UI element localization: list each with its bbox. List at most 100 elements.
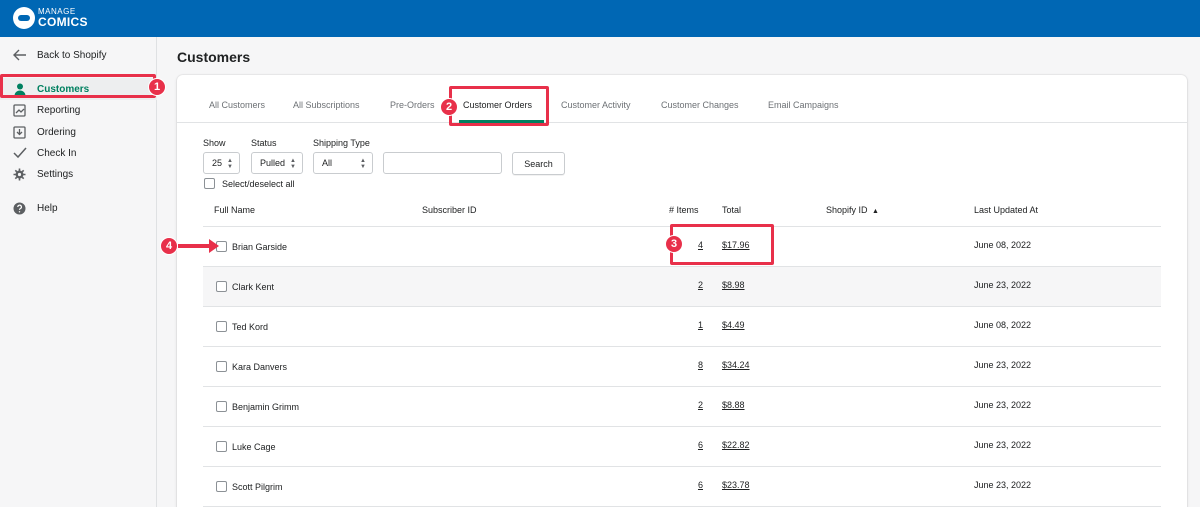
customer-name: Brian Garside	[232, 242, 288, 252]
shipping-type-label: Shipping Type	[313, 138, 370, 148]
total-link[interactable]: $23.78	[722, 480, 750, 490]
items-count-link[interactable]: 6	[697, 480, 703, 490]
annotation-badge-2: 2	[440, 98, 458, 116]
annotation-highlight-customer-orders-tab	[449, 86, 549, 126]
last-updated-date: June 23, 2022	[974, 400, 1032, 410]
total-link[interactable]: $17.96	[722, 240, 750, 250]
show-select-value: 25	[212, 158, 223, 168]
person-icon	[12, 82, 27, 97]
customer-name: Clark Kent	[232, 282, 275, 292]
sidebar-item-label: Reporting	[37, 104, 81, 116]
items-count-link[interactable]: 8	[697, 360, 703, 370]
row-checkbox[interactable]	[216, 441, 227, 452]
customers-card: All Customers All Subscriptions Pre-Orde…	[177, 75, 1187, 507]
last-updated-date: June 08, 2022	[974, 320, 1032, 330]
customer-name: Benjamin Grimm	[232, 402, 300, 412]
column-header-shopify-id[interactable]: Shopify ID ▲	[826, 205, 879, 215]
customer-name: Kara Danvers	[232, 362, 288, 372]
annotation-badge-3: 3	[665, 235, 683, 253]
top-bar: MANAGE COMICS	[0, 0, 1200, 37]
sort-ascending-icon: ▲	[872, 208, 879, 215]
tab-pre-orders[interactable]: Pre-Orders	[390, 100, 435, 110]
sidebar: Back to Shopify Customers Reporting Orde…	[0, 37, 157, 507]
logo-text-top: MANAGE	[38, 7, 76, 16]
table-row: Luke Cage 6 $22.82 June 23, 2022	[203, 427, 1161, 467]
table-row: Kara Danvers 8 $34.24 June 23, 2022	[203, 347, 1161, 387]
sidebar-item-help[interactable]: Help	[0, 197, 157, 219]
logo-icon	[13, 7, 35, 29]
report-icon	[12, 103, 27, 118]
annotation-arrow-head-icon	[209, 239, 219, 253]
tab-all-subscriptions[interactable]: All Subscriptions	[293, 100, 360, 110]
sidebar-item-reporting[interactable]: Reporting	[0, 99, 157, 121]
tab-customer-changes[interactable]: Customer Changes	[661, 100, 739, 110]
total-link[interactable]: $8.98	[722, 280, 745, 290]
show-select[interactable]: 25 ▲ ▼	[203, 152, 240, 174]
tab-customer-activity[interactable]: Customer Activity	[561, 100, 631, 110]
sidebar-item-check-in[interactable]: Check In	[0, 142, 157, 164]
status-select[interactable]: Pulled ▲ ▼	[251, 152, 303, 174]
column-header-subscriber-id[interactable]: Subscriber ID	[422, 205, 477, 215]
tab-bar: All Customers All Subscriptions Pre-Orde…	[177, 89, 1187, 123]
search-button[interactable]: Search	[512, 152, 565, 175]
items-count-link[interactable]: 6	[697, 440, 703, 450]
sidebar-item-label: Check In	[37, 147, 77, 159]
column-header-full-name[interactable]: Full Name	[214, 205, 256, 215]
items-count-link[interactable]: 4	[697, 240, 703, 250]
row-checkbox[interactable]	[216, 281, 227, 292]
table-row: Clark Kent 2 $8.98 June 23, 2022	[203, 267, 1161, 307]
customer-name: Ted Kord	[232, 322, 269, 332]
back-to-shopify-link[interactable]: Back to Shopify	[0, 44, 157, 66]
checkmark-icon	[12, 146, 27, 161]
column-header-total[interactable]: Total	[722, 205, 742, 215]
sidebar-item-label: Help	[37, 202, 58, 214]
last-updated-date: June 23, 2022	[974, 440, 1032, 450]
annotation-arrow-shaft	[178, 244, 213, 248]
column-header-items[interactable]: # Items	[669, 205, 699, 215]
search-input[interactable]	[383, 152, 502, 174]
column-header-last-updated[interactable]: Last Updated At	[974, 205, 1039, 215]
annotation-badge-4: 4	[160, 237, 178, 255]
row-checkbox[interactable]	[216, 401, 227, 412]
tab-all-customers[interactable]: All Customers	[209, 100, 266, 110]
sidebar-item-label: Customers	[37, 83, 90, 95]
annotation-badge-1: 1	[148, 78, 166, 96]
select-all-checkbox[interactable]	[204, 178, 215, 189]
sidebar-item-label: Settings	[37, 168, 74, 180]
sidebar-item-ordering[interactable]: Ordering	[0, 121, 157, 143]
arrow-left-icon	[12, 48, 27, 63]
select-arrows-icon: ▲ ▼	[360, 158, 366, 170]
items-count-link[interactable]: 2	[697, 280, 703, 290]
logo-text-bottom: COMICS	[38, 15, 88, 29]
sidebar-item-customers[interactable]: Customers	[0, 78, 157, 100]
annotation-highlight-items-total	[670, 224, 774, 265]
last-updated-date: June 23, 2022	[974, 280, 1032, 290]
select-all-label: Select/deselect all	[222, 179, 295, 189]
total-link[interactable]: $34.24	[722, 360, 750, 370]
tab-customer-orders[interactable]: Customer Orders	[463, 100, 533, 110]
table-row: Scott Pilgrim 6 $23.78 June 23, 2022	[203, 467, 1161, 507]
row-checkbox[interactable]	[216, 321, 227, 332]
last-updated-date: June 08, 2022	[974, 240, 1032, 250]
items-count-link[interactable]: 1	[697, 320, 703, 330]
tab-email-campaigns[interactable]: Email Campaigns	[768, 100, 839, 110]
total-link[interactable]: $22.82	[722, 440, 750, 450]
shipping-type-select[interactable]: All ▲ ▼	[313, 152, 373, 174]
table-row: Ted Kord 1 $4.49 June 08, 2022	[203, 307, 1161, 347]
row-checkbox[interactable]	[216, 481, 227, 492]
inbox-download-icon	[12, 125, 27, 140]
items-count-link[interactable]: 2	[697, 400, 703, 410]
total-link[interactable]: $4.49	[722, 320, 745, 330]
show-label: Show	[203, 138, 226, 148]
help-circle-icon	[12, 201, 27, 216]
table-row: Benjamin Grimm 2 $8.88 June 23, 2022	[203, 387, 1161, 427]
last-updated-date: June 23, 2022	[974, 360, 1032, 370]
gear-icon	[12, 167, 27, 182]
page-title: Customers	[177, 49, 251, 65]
shipping-type-select-value: All	[322, 158, 333, 168]
manage-comics-logo[interactable]: MANAGE COMICS	[13, 7, 88, 29]
sidebar-item-settings[interactable]: Settings	[0, 163, 157, 185]
customer-name: Luke Cage	[232, 442, 276, 452]
total-link[interactable]: $8.88	[722, 400, 745, 410]
row-checkbox[interactable]	[216, 361, 227, 372]
